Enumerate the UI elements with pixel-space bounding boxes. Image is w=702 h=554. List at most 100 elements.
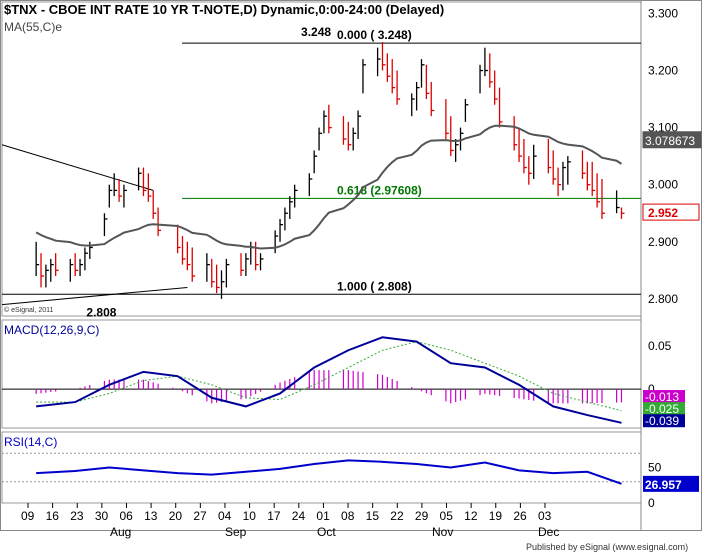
day-tick-label: 08 <box>341 509 355 523</box>
svg-text:-0.013: -0.013 <box>645 390 679 404</box>
macd-value-tag: -0.039 <box>643 414 685 428</box>
svg-text:-0.039: -0.039 <box>645 414 679 428</box>
macd-hist-tag: -0.013 <box>643 390 685 404</box>
price-bar <box>518 127 523 162</box>
fib-level-label: 0.000 ( 3.248) <box>337 28 412 42</box>
price-tick-label: 2.800 <box>648 292 678 306</box>
price-bar <box>74 253 79 277</box>
price-bar <box>142 167 147 197</box>
macd-panel: 0.05 0-0.013-0.025-0.039 <box>2 336 685 428</box>
price-bar <box>484 47 488 77</box>
price-tick-label: 3.100 <box>648 121 678 135</box>
price-bar <box>123 184 127 208</box>
ma-line <box>35 124 623 250</box>
price-bar <box>152 190 157 219</box>
price-bar <box>157 207 162 237</box>
price-bar <box>186 241 191 271</box>
price-bar <box>411 93 415 117</box>
price-bar <box>567 156 571 185</box>
price-bar <box>274 230 279 254</box>
price-bar <box>69 258 74 282</box>
day-tick-label: 01 <box>316 509 330 523</box>
price-tick-label: 3.200 <box>648 64 678 78</box>
price-bar <box>84 247 88 271</box>
day-tick-label: 12 <box>464 509 478 523</box>
price-bar <box>464 99 469 122</box>
price-bar <box>547 139 552 174</box>
price-bar <box>425 64 430 100</box>
price-bar <box>489 53 493 88</box>
price-bar <box>347 121 352 151</box>
svg-text:26.957: 26.957 <box>645 478 682 492</box>
month-tick-label: Nov <box>432 525 453 539</box>
day-tick-label: 04 <box>218 509 232 523</box>
day-tick-label: 05 <box>440 509 454 523</box>
price-bar <box>581 150 586 179</box>
chart-frame <box>0 0 702 531</box>
price-bar <box>279 218 284 242</box>
price-bar <box>498 87 503 128</box>
day-tick-label: 15 <box>366 509 380 523</box>
rsi-line <box>36 459 622 485</box>
day-tick-label: 29 <box>415 509 429 523</box>
day-tick-label: 22 <box>390 509 404 523</box>
rsi-value-tag: 26.957 <box>643 475 699 492</box>
price-bar <box>191 247 196 282</box>
price-bar <box>181 236 186 265</box>
price-bar <box>55 253 59 277</box>
price-bar <box>206 253 210 282</box>
day-tick-label: 13 <box>144 509 158 523</box>
price-bar <box>430 81 435 117</box>
price-bar <box>113 173 118 197</box>
price-bar <box>103 213 108 237</box>
price-bar <box>357 110 362 140</box>
price-bar <box>308 173 313 197</box>
price-bar <box>342 116 347 145</box>
month-tick-label: Oct <box>317 525 336 539</box>
price-bar <box>479 64 484 94</box>
price-bar <box>176 224 181 254</box>
price-bar <box>79 258 84 277</box>
macd-line <box>36 336 622 424</box>
price-annotation: 2.808 <box>86 305 116 319</box>
price-bar <box>45 264 49 288</box>
price-bar <box>562 161 566 191</box>
price-bar <box>240 253 245 277</box>
price-bar <box>323 110 327 134</box>
month-tick-label: Dec <box>538 525 559 539</box>
month-tick-label: Sep <box>225 525 247 539</box>
price-annotation: 3.248 <box>301 25 331 39</box>
macd-signal-tag: -0.025 <box>643 402 685 416</box>
price-bar <box>215 264 220 294</box>
price-bar <box>313 150 318 174</box>
month-tick-label: Aug <box>110 525 131 539</box>
price-bar <box>586 161 591 191</box>
price-bar <box>294 184 298 208</box>
fib-level-label: 0.618 (2.97608) <box>337 183 422 197</box>
price-bar <box>328 104 332 134</box>
price-bar <box>40 253 45 288</box>
day-tick-label: 16 <box>46 509 60 523</box>
rsi-title: RSI(14,C) <box>4 435 57 449</box>
price-panel: 3.300 3.200 3.100 3.000 2.900 2.800 0.000 ( 3.… <box>1 6 702 319</box>
macd-tick-label: 0.05 <box>648 339 672 353</box>
price-bar <box>318 127 323 151</box>
macd-signal-line <box>36 341 622 412</box>
price-bar <box>137 167 142 191</box>
price-bar <box>591 161 596 197</box>
price-bar <box>415 81 420 111</box>
price-bar <box>211 258 215 288</box>
price-bar <box>620 207 625 219</box>
price-bar <box>601 178 605 219</box>
price-tick-label: 2.900 <box>648 235 678 249</box>
price-bar <box>513 116 518 151</box>
day-tick-label: 09 <box>21 509 35 523</box>
rsi-panel: 50 0 26.957 <box>2 452 699 510</box>
price-bar <box>220 270 225 299</box>
price-bar <box>386 53 391 82</box>
day-tick-label: 30 <box>95 509 109 523</box>
price-bar <box>50 258 54 282</box>
svg-text:-0.025: -0.025 <box>645 402 679 416</box>
trend-line <box>1 144 154 191</box>
price-bar <box>552 150 557 185</box>
